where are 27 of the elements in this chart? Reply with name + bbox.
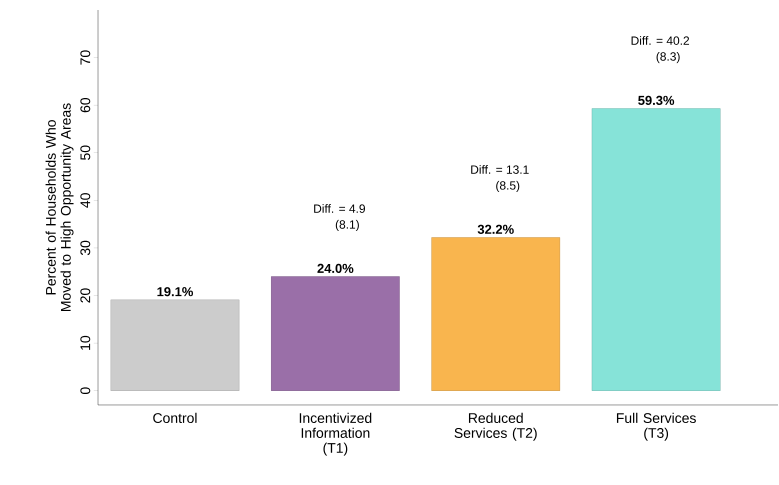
x-tick-label: Incentivized Information (T1): [300, 412, 372, 456]
data-label: 32.2%: [478, 224, 514, 234]
annotation: (8.1): [336, 220, 359, 232]
y-tick-label: 60: [80, 98, 90, 112]
data-label: 24.0%: [317, 264, 354, 273]
annotation: Diff. = 40.2: [632, 36, 690, 45]
y-tick-label: 30: [80, 240, 90, 256]
annotation: (8.5): [496, 180, 520, 192]
y-tick-label: 10: [80, 336, 90, 350]
x-tick-label: Control: [153, 412, 197, 424]
bar: [431, 237, 560, 391]
y-tick-label: 20: [80, 288, 90, 303]
bar: [271, 276, 400, 391]
annotation: Diff. = 13.1: [471, 165, 529, 174]
x-tick-label: Full Services (T3): [616, 412, 696, 441]
y-tick-label: 50: [80, 146, 90, 160]
y-tick-label: 40: [80, 193, 90, 208]
data-label: 59.3%: [638, 96, 674, 105]
annotation: Diff. = 4.9: [314, 204, 365, 213]
y-tick-label: 0: [80, 387, 90, 394]
annotation: (8.3): [656, 52, 680, 64]
data-label: 19.1%: [157, 287, 194, 296]
x-tick-label: Reduced Services (T2): [454, 412, 537, 441]
bar: [592, 108, 720, 391]
y-tick-label: 70: [80, 50, 90, 65]
y-axis-title: Percent of Households Who Moved to High Opportunity Areas: [46, 103, 74, 312]
bar: [110, 300, 240, 391]
